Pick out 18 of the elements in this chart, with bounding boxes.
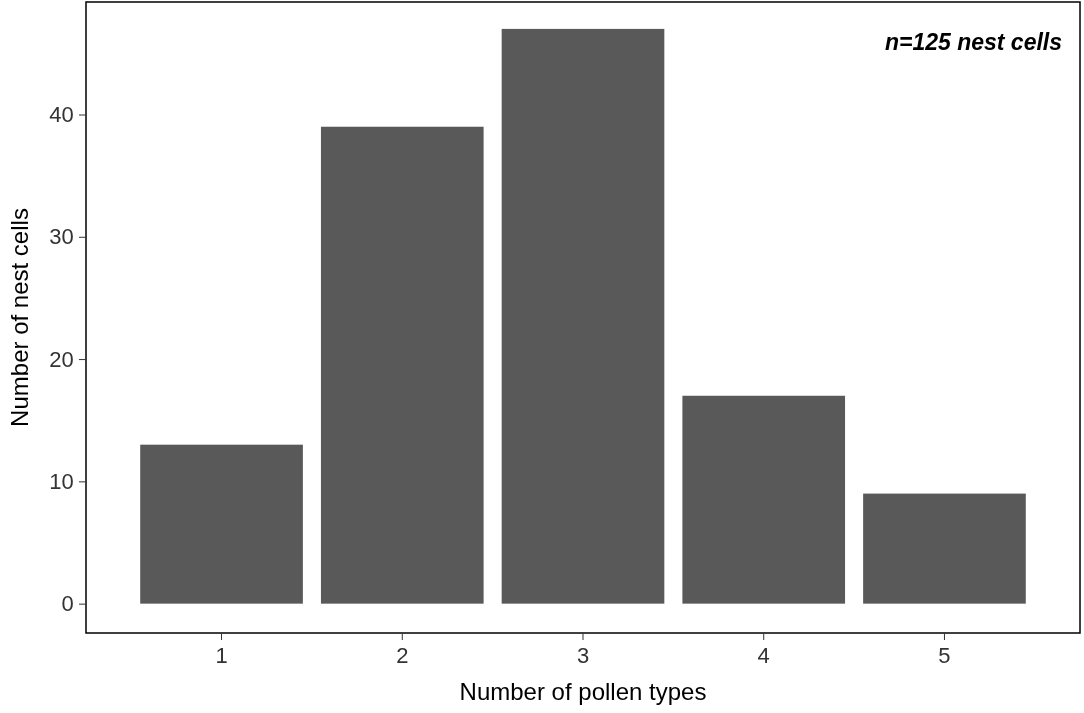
x-tick-label: 1 <box>215 642 228 668</box>
x-tick-label: 4 <box>757 642 770 668</box>
y-tick-label: 0 <box>61 591 74 617</box>
bar <box>320 126 484 604</box>
x-tick-label: 2 <box>396 642 409 668</box>
bar <box>863 493 1026 604</box>
y-tick-label: 40 <box>49 102 74 128</box>
annotation: n=125 nest cells <box>884 29 1062 55</box>
y-axis-title: Number of nest cells <box>6 208 33 427</box>
x-axis-title: Number of pollen types <box>459 678 707 705</box>
y-tick-label: 10 <box>49 468 74 494</box>
y-tick-label: 20 <box>49 346 74 372</box>
bar <box>140 444 303 604</box>
x-tick-label: 5 <box>938 642 951 668</box>
bar <box>501 28 665 604</box>
x-tick-label: 3 <box>576 642 590 668</box>
bar <box>682 395 846 604</box>
y-tick-label: 30 <box>49 224 74 250</box>
